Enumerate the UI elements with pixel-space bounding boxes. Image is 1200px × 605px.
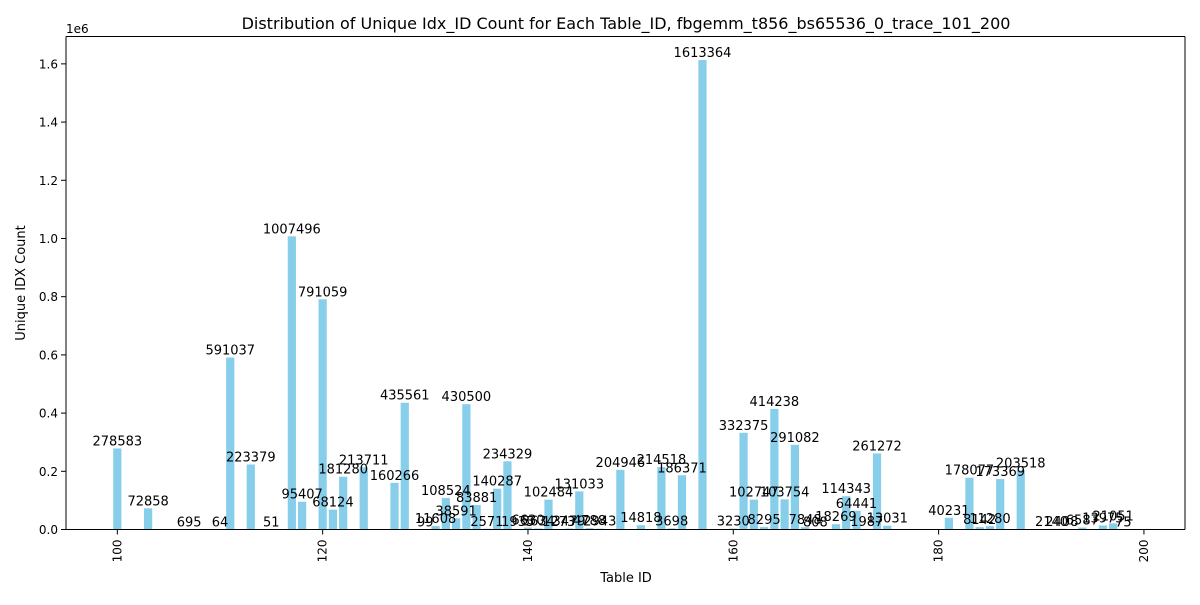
bar-value-label-147: 2943 bbox=[583, 515, 616, 530]
bar-table-121 bbox=[329, 510, 337, 530]
bar-value-label-137: 140287 bbox=[472, 475, 522, 490]
bar-value-label-171: 114343 bbox=[821, 482, 871, 497]
bar-value-label-165: 103754 bbox=[760, 485, 810, 500]
bar-table-113 bbox=[247, 464, 255, 529]
bar-value-label-120: 791059 bbox=[298, 285, 348, 300]
bar-value-label-145: 131033 bbox=[554, 477, 604, 492]
bar-value-label-160: 3230 bbox=[717, 515, 750, 530]
bar-value-label-100: 278583 bbox=[93, 434, 143, 449]
x-tick-label-180: 180 bbox=[932, 540, 946, 563]
bar-value-label-155: 186371 bbox=[657, 461, 707, 476]
bar-value-label-154: 3698 bbox=[655, 514, 688, 529]
bar-value-label-111: 591037 bbox=[205, 344, 255, 359]
bar-value-label-172: 64441 bbox=[836, 497, 877, 512]
bar-value-label-103: 72858 bbox=[127, 494, 168, 509]
bar-value-label-175: 13031 bbox=[867, 512, 908, 527]
bar-table-164 bbox=[770, 409, 778, 530]
y-tick-label-5: 1.0 bbox=[39, 232, 58, 246]
bar-table-118 bbox=[298, 502, 306, 530]
bar-value-label-198: 75 bbox=[1115, 515, 1132, 530]
y-offset-label: 1e6 bbox=[66, 22, 89, 36]
chart-title: Distribution of Unique Idx_ID Count for … bbox=[242, 14, 1011, 34]
y-tick-label-2: 0.4 bbox=[39, 407, 58, 421]
x-tick-label-120: 120 bbox=[316, 540, 330, 563]
bar-value-label-174: 261272 bbox=[852, 439, 902, 454]
bar-value-label-115: 51 bbox=[263, 515, 280, 530]
bar-value-label-185: 11280 bbox=[969, 512, 1010, 527]
x-tick-label-100: 100 bbox=[110, 540, 124, 563]
bar-value-label-135: 83881 bbox=[456, 491, 497, 506]
bar-table-100 bbox=[113, 448, 121, 529]
bar-value-label-107: 695 bbox=[177, 515, 202, 530]
y-tick-label-4: 0.8 bbox=[39, 290, 58, 304]
bar-table-181 bbox=[945, 518, 953, 530]
x-axis-ticks: 100 120 140 160 180 200 bbox=[110, 530, 1151, 563]
y-tick-label-3: 0.6 bbox=[39, 348, 58, 362]
bar-value-label-161: 332375 bbox=[719, 419, 769, 434]
x-tick-label-200: 200 bbox=[1137, 540, 1151, 563]
bar-table-117 bbox=[288, 236, 296, 529]
y-axis-label: Unique IDX Count bbox=[14, 225, 29, 340]
y-axis-ticks: 0.0 0.2 0.4 0.6 0.8 1.0 1.2 1.4 1.6 bbox=[39, 57, 66, 537]
x-tick-label-140: 140 bbox=[521, 540, 535, 563]
bar-table-127 bbox=[390, 483, 398, 530]
y-tick-label-6: 1.2 bbox=[39, 174, 58, 188]
bar-table-103 bbox=[144, 508, 152, 529]
x-tick-label-160: 160 bbox=[726, 540, 740, 563]
bar-table-111 bbox=[226, 358, 234, 530]
bar-value-label-124: 213711 bbox=[339, 453, 389, 468]
bar-value-label-163: 8295 bbox=[748, 513, 781, 528]
bar-value-label-138: 234329 bbox=[483, 447, 533, 462]
y-tick-label-8: 1.6 bbox=[39, 57, 58, 71]
y-tick-label-0: 0.0 bbox=[39, 523, 58, 537]
bar-table-157 bbox=[698, 60, 706, 530]
bar-value-label-166: 291082 bbox=[770, 431, 820, 446]
bar-table-128 bbox=[401, 403, 409, 530]
y-tick-label-7: 1.4 bbox=[39, 116, 58, 130]
bar-value-label-113: 223379 bbox=[226, 450, 276, 465]
bar-value-label-188: 203518 bbox=[996, 456, 1046, 471]
bar-value-label-127: 160266 bbox=[370, 469, 420, 484]
bar-table-165 bbox=[781, 499, 789, 529]
bar-value-label-136: 2571 bbox=[470, 515, 503, 530]
y-tick-label-1: 0.2 bbox=[39, 465, 58, 479]
bar-value-label-110: 64 bbox=[212, 515, 229, 530]
x-axis-label: Table ID bbox=[599, 571, 652, 586]
bar-value-label-121: 68124 bbox=[312, 496, 353, 511]
bar-value-label-128: 435561 bbox=[380, 389, 430, 404]
bar-value-label-164: 414238 bbox=[750, 395, 800, 410]
bar-value-label-134: 430500 bbox=[442, 390, 492, 405]
bar-value-label-157: 1613364 bbox=[674, 46, 732, 61]
bar-value-label-117: 1007496 bbox=[263, 222, 321, 237]
